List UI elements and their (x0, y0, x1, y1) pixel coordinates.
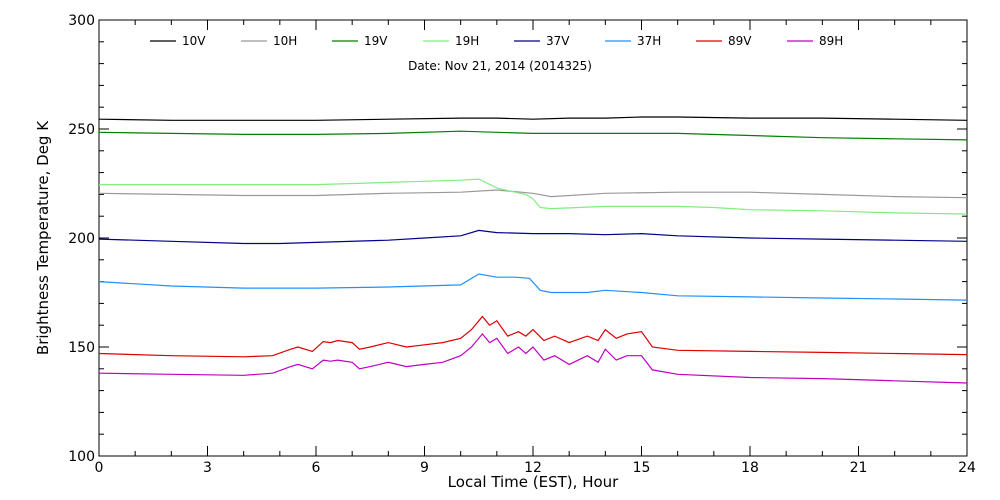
series-line-89h (98, 332, 968, 384)
legend-label-19h: 19H (455, 34, 479, 48)
x-tick-label: 21 (850, 460, 868, 476)
legend-label-89v: 89V (728, 34, 752, 48)
x-tick-label: 0 (95, 460, 104, 476)
legend-label-19v: 19V (364, 34, 388, 48)
plot-frame (98, 19, 968, 457)
x-tick-label: 15 (633, 460, 651, 476)
series-line-19h (99, 178, 968, 215)
x-tick-label: 9 (420, 460, 429, 476)
x-tick-label: 3 (203, 460, 212, 476)
series-line-10h (98, 189, 968, 199)
legend-label-10v: 10V (182, 34, 206, 48)
series-line-37v (98, 229, 968, 245)
axis-ticks: 0 3 6 9 12 15 18 21 24 100 150 200 250 300 (68, 13, 976, 476)
x-tick-label: 6 (312, 460, 321, 476)
legend-label-37h: 37H (637, 34, 661, 48)
x-tick-label: 12 (524, 460, 542, 476)
y-tick-label: 250 (68, 122, 95, 138)
legend: 10V 10H 19V 19H 37V 37H 89V 89H (150, 34, 843, 48)
series-line-10v (98, 116, 968, 121)
x-tick-label: 18 (741, 460, 759, 476)
series-line-37h (98, 273, 968, 301)
series-layer (98, 116, 968, 384)
y-tick-label: 200 (68, 231, 95, 247)
series-line-19v (98, 130, 968, 141)
y-tick-label: 100 (68, 449, 95, 465)
x-tick-label: 24 (958, 460, 976, 476)
x-axis-title: Local Time (EST), Hour (448, 473, 619, 491)
legend-label-37v: 37V (546, 34, 570, 48)
legend-label-89h: 89H (819, 34, 843, 48)
series-line-89v (98, 315, 968, 358)
y-tick-label: 300 (68, 13, 95, 29)
y-axis-title: Brightness Temperature, Deg K (34, 120, 52, 355)
y-tick-label: 150 (68, 340, 95, 356)
chart-subtitle: Date: Nov 21, 2014 (2014325) (408, 59, 592, 73)
legend-label-10h: 10H (273, 34, 297, 48)
